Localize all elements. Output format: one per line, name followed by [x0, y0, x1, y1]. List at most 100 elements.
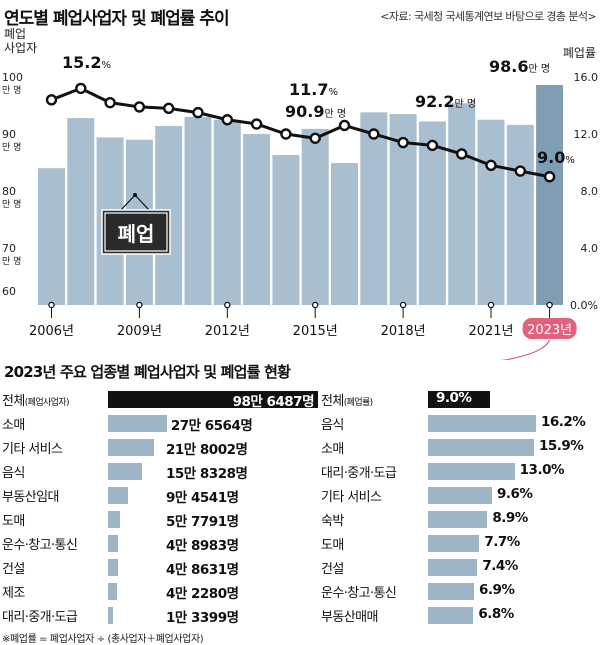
- bar-2013: [243, 134, 271, 305]
- right-row-label-5: 숙박: [321, 510, 344, 529]
- rate-point-2018: [397, 136, 409, 149]
- rate-point-2014: [280, 128, 292, 140]
- left-row-label-text-1: 소매: [2, 418, 25, 433]
- left-row-label-text-0: 전체: [2, 394, 25, 409]
- x-tick-dot-2021: [487, 301, 495, 309]
- left-row-sublabel-0: (폐업사업자): [24, 398, 70, 408]
- rate-point-2006: [45, 94, 58, 106]
- right-axis-title: 폐업률: [563, 46, 596, 60]
- right-row-value-6: 7.7%: [484, 534, 520, 550]
- rate-point-2010: [162, 102, 175, 115]
- connector-arrow: [500, 339, 551, 360]
- left-row-label-5: 도매: [2, 510, 25, 529]
- x-tick-label-2018: 2018년: [381, 324, 426, 339]
- right-bar-8: [428, 583, 474, 600]
- x-tick-label-2012: 2012년: [205, 324, 250, 339]
- bar-2020: [448, 103, 476, 305]
- sign-text: 폐업: [118, 222, 155, 246]
- left-bar-4: [108, 487, 129, 504]
- right-tick-4.0: 4.0: [581, 242, 599, 255]
- x-tick-label-2009: 2009년: [117, 324, 162, 339]
- right-row-label-text-2: 소매: [321, 442, 344, 457]
- left-row-value-2: 21만 8002명: [166, 442, 248, 458]
- x-tick-label-2021: 2021년: [468, 324, 513, 339]
- right-row-label-8: 운수·창고·통신: [321, 582, 397, 601]
- right-tick-16.0: 16.0: [574, 71, 599, 84]
- right-row-label-text-8: 운수·창고·통신: [321, 586, 397, 601]
- left-row-label-text-9: 대리·중개·도급: [2, 610, 78, 625]
- annot-count-2023: 98.6만 명: [489, 57, 550, 76]
- rate-point-2012: [221, 114, 234, 126]
- left-tick-90: 90: [2, 128, 16, 141]
- left-tick-unit-90: 만 명: [2, 142, 21, 153]
- left-axis-title-2: 사업자: [4, 41, 37, 55]
- right-row-label-text-9: 부동산매매: [321, 610, 378, 625]
- left-row-label-text-2: 기타 서비스: [2, 442, 63, 457]
- right-row-label-0: 전체(폐업률): [321, 390, 373, 409]
- x-tick-label-2015: 2015년: [293, 324, 338, 339]
- right-row-label-text-3: 대리·중개·도급: [321, 466, 397, 481]
- rate-point-2022: [514, 165, 526, 177]
- bar-2006: [38, 168, 65, 305]
- left-row-value-7: 4만 8631명: [166, 562, 239, 578]
- left-bar-8: [108, 583, 117, 600]
- sign-nail: [133, 193, 137, 197]
- x-tick-label-2023: 2023년: [527, 323, 572, 338]
- right-row-label-7: 건설: [321, 558, 344, 577]
- left-axis-title-1: 폐업: [4, 27, 26, 41]
- chart-title: 연도별 폐업사업자 및 폐업률 추이: [4, 9, 230, 29]
- x-tick-dot-2012: [224, 301, 231, 309]
- left-bar-9: [108, 607, 113, 624]
- bar-2019: [418, 121, 446, 306]
- right-row-sublabel-0: (폐업률): [343, 398, 373, 408]
- right-bar-0: [428, 391, 490, 408]
- rate-point-2008: [104, 96, 116, 109]
- bar-2007: [67, 118, 95, 305]
- right-row-value-5: 8.9%: [492, 510, 528, 526]
- right-tick-12.0: 12.0: [574, 128, 599, 141]
- right-bar-3: [428, 463, 515, 480]
- left-tick-80: 80: [2, 185, 16, 198]
- left-bar-2: [108, 439, 155, 456]
- right-bar-9: [428, 607, 474, 624]
- right-row-label-text-5: 숙박: [321, 514, 344, 529]
- left-tick-unit-70: 만 명: [2, 256, 21, 267]
- left-row-label-text-3: 음식: [2, 466, 25, 481]
- rate-point-2011: [192, 106, 204, 119]
- right-tick-0.0%: 0.0%: [570, 299, 598, 312]
- section-title: 2023년 주요 업종별 폐업사업자 및 폐업률 현황: [4, 363, 291, 381]
- left-row-label-2: 기타 서비스: [2, 438, 63, 457]
- left-row-label-4: 부동산임대: [2, 486, 59, 505]
- sign-string-left: [120, 194, 136, 211]
- x-tick-dot-2018: [399, 301, 407, 309]
- right-row-label-text-4: 기타 서비스: [321, 490, 382, 505]
- right-row-label-text-7: 건설: [321, 562, 344, 577]
- rate-point-2020: [456, 148, 468, 160]
- left-bar-5: [108, 511, 121, 528]
- bar-2011: [184, 116, 212, 306]
- left-row-value-1: 27만 6564명: [170, 418, 253, 434]
- left-row-value-5: 5만 7791명: [166, 514, 239, 530]
- rate-point-2016: [338, 119, 351, 132]
- left-row-label-text-4: 부동산임대: [2, 490, 59, 505]
- right-bar-2: [428, 439, 534, 456]
- right-row-label-3: 대리·중개·도급: [321, 462, 397, 481]
- bar-2017: [360, 112, 388, 305]
- rate-point-2019: [426, 139, 439, 152]
- bar-2016: [331, 163, 358, 305]
- left-row-value-6: 4만 8983명: [166, 538, 239, 554]
- right-row-value-8: 6.9%: [479, 582, 515, 598]
- bar-2012: [213, 119, 241, 305]
- right-row-label-text-6: 도매: [321, 538, 344, 553]
- left-row-value-9: 1만 3399명: [166, 610, 239, 626]
- right-bar-5: [428, 511, 488, 528]
- left-tick-60: 60: [2, 285, 16, 298]
- right-row-label-1: 음식: [321, 414, 344, 433]
- left-tick-70: 70: [2, 242, 16, 255]
- left-row-value-0: 98만 6487명: [232, 394, 315, 410]
- left-tick-100: 100: [2, 71, 23, 84]
- rate-point-2009: [133, 101, 146, 113]
- annot-rate-2016: 11.7%: [289, 80, 338, 99]
- right-bar-7: [428, 559, 478, 576]
